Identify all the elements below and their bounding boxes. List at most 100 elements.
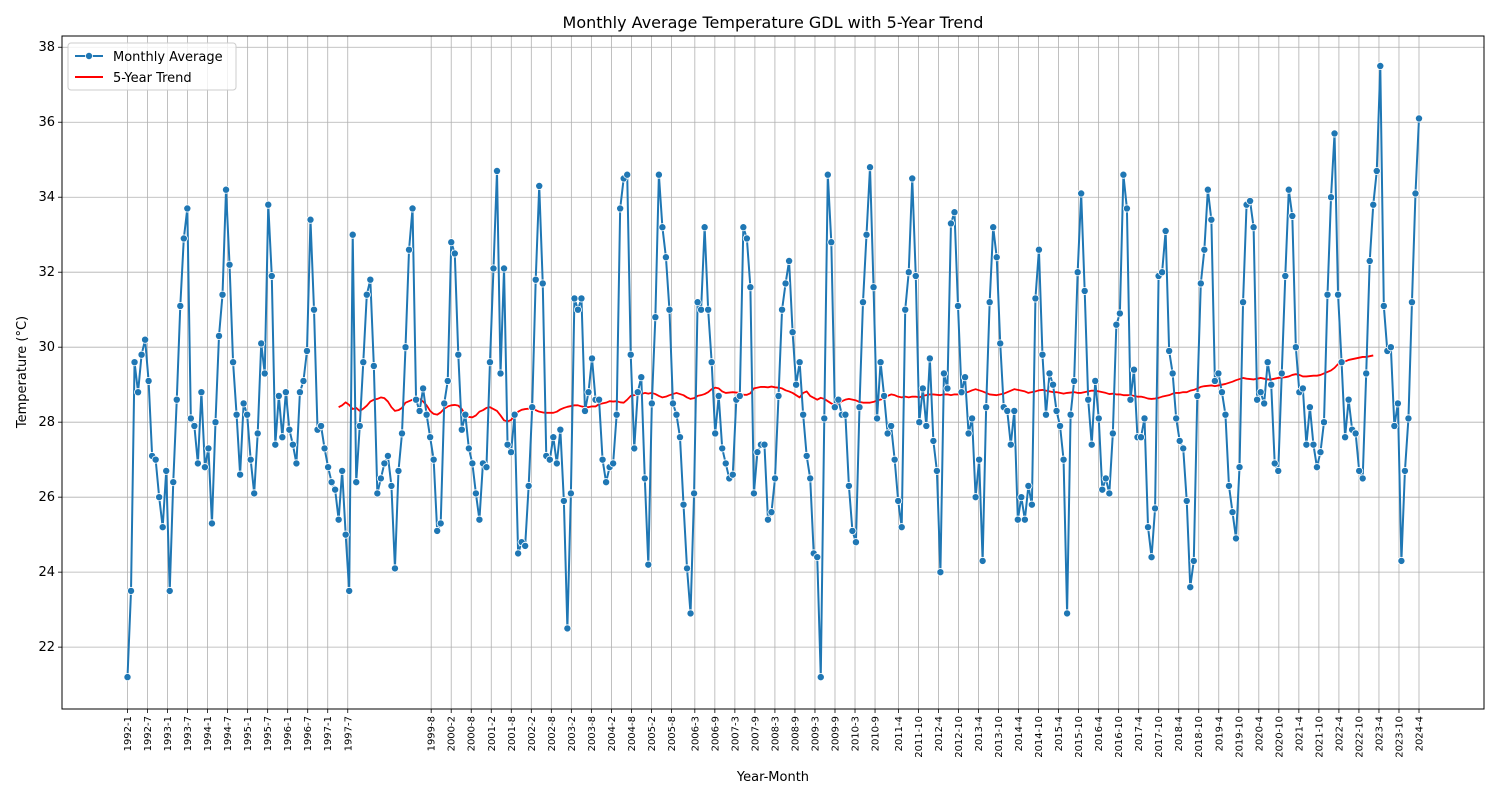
monthly-average-point	[1351, 429, 1360, 438]
monthly-average-point	[200, 463, 209, 472]
x-tick-label: 2014-10	[1034, 716, 1045, 758]
monthly-average-point	[1232, 534, 1241, 543]
monthly-average-point	[936, 568, 945, 577]
monthly-average-point	[873, 414, 882, 423]
monthly-average-point	[186, 414, 195, 423]
monthly-average-point	[580, 406, 589, 415]
monthly-average-point	[654, 170, 663, 179]
x-tick-label: 2019-10	[1234, 716, 1245, 758]
monthly-average-point	[707, 358, 716, 367]
x-tick-label: 1992-7	[143, 716, 154, 751]
monthly-average-point	[1260, 399, 1269, 408]
monthly-average-point	[792, 380, 801, 389]
monthly-average-point	[1158, 268, 1167, 277]
x-tick-label: 2018-4	[1174, 716, 1185, 751]
monthly-average-point	[236, 470, 245, 479]
monthly-average-point	[1249, 223, 1258, 232]
monthly-average-point	[1263, 358, 1272, 367]
monthly-average-point	[830, 403, 839, 412]
x-tick-label: 1994-1	[203, 716, 214, 751]
monthly-average-point	[310, 305, 319, 314]
monthly-average-point	[496, 369, 505, 378]
monthly-average-point	[1330, 129, 1339, 138]
monthly-average-point	[468, 459, 477, 468]
x-tick-label: 2009-3	[810, 716, 821, 751]
monthly-average-point	[457, 425, 466, 434]
x-tick-label: 1992-1	[123, 716, 134, 751]
plot-area-frame	[61, 35, 1485, 710]
monthly-average-point	[1210, 376, 1219, 385]
monthly-average-point	[334, 515, 343, 524]
monthly-average-point	[320, 444, 329, 453]
x-tick-label: 1997-1	[323, 716, 334, 751]
monthly-average-point	[207, 519, 216, 528]
monthly-average-point	[880, 391, 889, 400]
monthly-average-point	[1253, 395, 1262, 404]
monthly-average-point	[193, 459, 202, 468]
monthly-average-point	[841, 410, 850, 419]
monthly-average-point	[222, 185, 231, 194]
monthly-average-point	[1063, 609, 1072, 618]
x-tick-label: 2022-4	[1334, 716, 1345, 751]
monthly-average-point	[774, 391, 783, 400]
x-tick-label: 2005-2	[647, 716, 658, 751]
monthly-average-point	[250, 489, 259, 498]
x-tick-label: 2001-8	[507, 716, 518, 751]
monthly-average-point	[137, 350, 146, 359]
x-tick-label: 2010-9	[871, 716, 882, 751]
monthly-average-point	[1034, 245, 1043, 254]
monthly-average-point	[489, 264, 498, 273]
monthly-average-point	[471, 489, 480, 498]
monthly-average-point	[767, 508, 776, 517]
legend-swatch-monthly-marker	[85, 52, 94, 61]
monthly-average-point	[440, 399, 449, 408]
monthly-average-point	[799, 410, 808, 419]
y-tick-label: 36	[38, 115, 55, 130]
monthly-average-point	[883, 429, 892, 438]
monthly-average-point	[1316, 448, 1325, 457]
monthly-average-point	[376, 474, 385, 483]
monthly-average-point	[549, 433, 558, 442]
monthly-average-point	[785, 256, 794, 265]
monthly-average-point	[302, 346, 311, 355]
monthly-average-point	[362, 290, 371, 299]
monthly-average-point	[851, 538, 860, 547]
monthly-average-point	[225, 260, 234, 269]
legend-box	[67, 42, 237, 91]
monthly-average-point	[954, 301, 963, 310]
monthly-average-point	[443, 376, 452, 385]
legend-label-trend: 5-Year Trend	[113, 71, 192, 86]
monthly-average-point	[1404, 414, 1413, 423]
monthly-average-point	[538, 279, 547, 288]
monthly-average-point	[1365, 256, 1374, 265]
x-tick-label: 2008-9	[790, 716, 801, 751]
monthly-average-point	[992, 253, 1001, 262]
x-tick-label: 1996-7	[303, 716, 314, 751]
monthly-average-point	[1390, 421, 1399, 430]
monthly-average-point	[778, 305, 787, 314]
monthly-average-point	[1274, 466, 1283, 475]
monthly-average-point	[338, 466, 347, 475]
monthly-average-point	[1358, 474, 1367, 483]
monthly-average-point	[1091, 376, 1100, 385]
monthly-average-point	[563, 624, 572, 633]
x-tick-label: 2009-9	[830, 716, 841, 751]
monthly-average-point	[151, 455, 160, 464]
monthly-average-point	[239, 399, 248, 408]
monthly-average-point	[1161, 226, 1170, 235]
monthly-average-point	[904, 268, 913, 277]
monthly-average-point	[447, 238, 456, 247]
x-tick-label: 2012-10	[954, 716, 965, 758]
monthly-average-point	[1136, 433, 1145, 442]
monthly-average-point	[492, 166, 501, 175]
monthly-average-point	[299, 376, 308, 385]
monthly-average-point	[985, 298, 994, 307]
monthly-average-point	[996, 339, 1005, 348]
five-year-trend-line	[338, 354, 1374, 423]
monthly-average-point	[387, 481, 396, 490]
monthly-average-line	[126, 64, 1420, 679]
monthly-average-point	[630, 444, 639, 453]
monthly-average-point	[1066, 410, 1075, 419]
monthly-average-point	[1024, 481, 1033, 490]
